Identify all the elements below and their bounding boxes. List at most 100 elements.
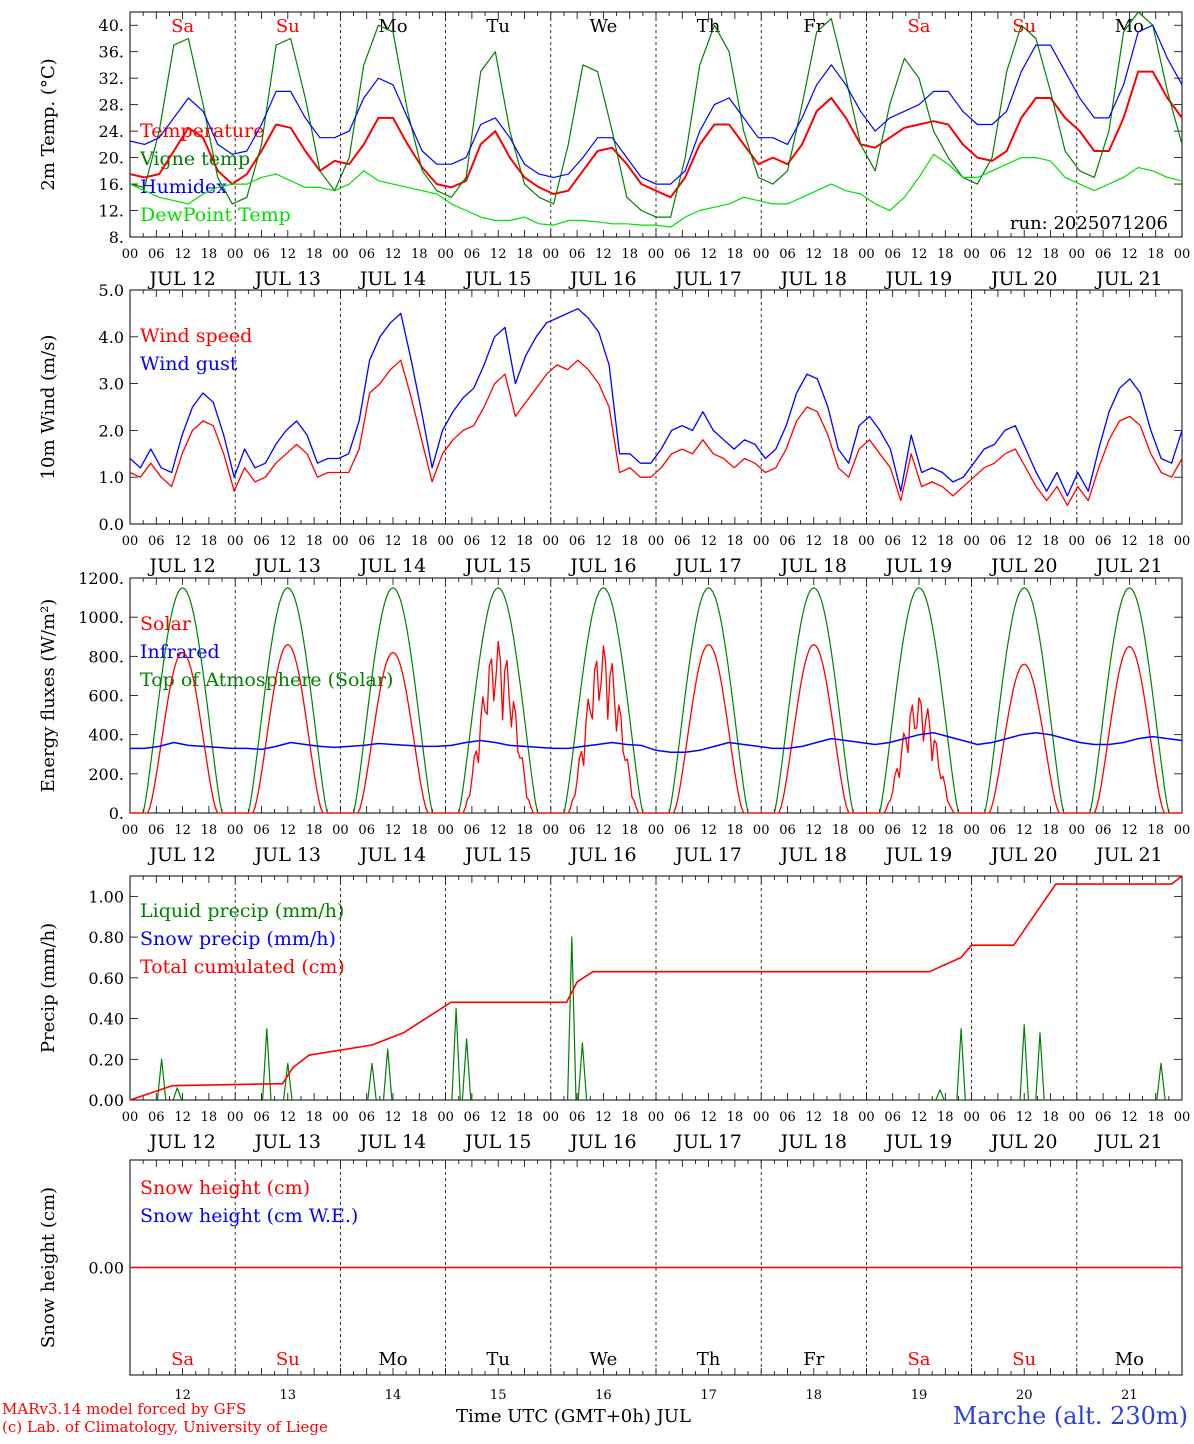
hour-label: 00 xyxy=(1174,1110,1191,1125)
hour-label: 18 xyxy=(1147,534,1164,549)
hour-label: 00 xyxy=(858,247,875,262)
date-label: JUL 16 xyxy=(568,844,636,866)
hour-label: 12 xyxy=(1121,1110,1138,1125)
hour-label: 00 xyxy=(122,823,139,838)
hour-label: 00 xyxy=(437,823,454,838)
hour-label: 00 xyxy=(227,534,244,549)
hour-label: 12 xyxy=(174,823,191,838)
y-tick-label: 20. xyxy=(99,149,124,168)
hour-label: 00 xyxy=(753,247,770,262)
station-name: Marche (alt. 230m) xyxy=(952,1402,1188,1430)
hour-label: 12 xyxy=(911,247,928,262)
hour-label: 00 xyxy=(437,534,454,549)
hour-label: 12 xyxy=(280,823,297,838)
series-line-4 xyxy=(129,153,1183,228)
legend-entry: Liquid precip (mm/h) xyxy=(140,900,344,922)
hour-label: 06 xyxy=(884,534,901,549)
hour-label: 18 xyxy=(1042,534,1059,549)
date-label: JUL 20 xyxy=(989,268,1057,290)
hour-label: 00 xyxy=(858,534,875,549)
legend-entry: Snow height (cm W.E.) xyxy=(140,1205,358,1227)
bottom-date-label: 18 xyxy=(806,1388,823,1403)
hour-label: 00 xyxy=(543,1110,560,1125)
hour-label: 18 xyxy=(832,823,849,838)
hour-label: 06 xyxy=(464,247,481,262)
hour-label: 00 xyxy=(858,823,875,838)
legend-entry: Wind speed xyxy=(140,325,252,347)
legend-entry: Snow precip (mm/h) xyxy=(140,928,336,950)
date-label: JUL 17 xyxy=(673,844,741,866)
hour-label: 06 xyxy=(990,247,1007,262)
liquid-precip-spike xyxy=(1156,1062,1166,1101)
date-label: JUL 19 xyxy=(884,268,952,290)
hour-label: 00 xyxy=(332,534,349,549)
date-label: JUL 14 xyxy=(358,1131,426,1153)
hour-label: 18 xyxy=(727,823,744,838)
hour-label: 18 xyxy=(201,823,218,838)
day-name-top: Sa xyxy=(907,16,930,37)
y-tick-label: 3.0 xyxy=(99,375,124,394)
day-name-top: Mo xyxy=(378,16,407,37)
legend-entry: Solar xyxy=(140,613,192,635)
hour-label: 00 xyxy=(227,823,244,838)
hour-label: 18 xyxy=(1147,1110,1164,1125)
hour-label: 18 xyxy=(727,534,744,549)
hour-label: 12 xyxy=(1121,823,1138,838)
y-tick-label: 36. xyxy=(99,43,124,62)
hour-label: 00 xyxy=(332,247,349,262)
hour-label: 00 xyxy=(437,1110,454,1125)
bottom-date-label: 12 xyxy=(174,1388,191,1403)
solar-line xyxy=(130,640,1182,814)
hour-label: 12 xyxy=(806,1110,823,1125)
hour-label: 12 xyxy=(1121,534,1138,549)
hour-label: 18 xyxy=(306,823,323,838)
hour-label: 12 xyxy=(806,534,823,549)
hour-label: 12 xyxy=(280,534,297,549)
date-label: JUL 18 xyxy=(779,555,847,577)
date-label: JUL 15 xyxy=(463,1131,531,1153)
liquid-precip-spike xyxy=(283,1062,293,1101)
day-name-bottom: We xyxy=(590,1349,618,1370)
legend-entry: Snow height (cm) xyxy=(140,1177,310,1199)
hour-label: 18 xyxy=(937,823,954,838)
bottom-date-label: 21 xyxy=(1121,1388,1138,1403)
hour-label: 12 xyxy=(385,247,402,262)
hour-label: 12 xyxy=(700,534,717,549)
hour-label: 18 xyxy=(937,1110,954,1125)
liquid-precip-spike xyxy=(451,1007,461,1101)
hour-label: 06 xyxy=(990,534,1007,549)
y-tick-label: 0.80 xyxy=(88,928,124,947)
liquid-precip-spike xyxy=(367,1062,377,1101)
hour-label: 06 xyxy=(1095,823,1112,838)
panel-2: 0.0 1.0 2.0 3.0 4.0 5.0 10m Wind (m/s) 00 06 12 18… xyxy=(38,281,1190,577)
credit-line-lab: (c) Lab. of Climatology, University of L… xyxy=(2,1418,328,1436)
hour-label: 06 xyxy=(779,823,796,838)
date-label: JUL 13 xyxy=(253,1131,321,1153)
hour-label: 18 xyxy=(411,823,428,838)
hour-label: 06 xyxy=(253,247,270,262)
hour-label: 00 xyxy=(1069,1110,1086,1125)
liquid-precip-spike xyxy=(262,1028,272,1101)
panel-5: 0.00 Snow height (cm) Snow height (cm) Snow… xyxy=(38,1159,1183,1376)
y-tick-label: 0.20 xyxy=(88,1050,124,1069)
hour-label: 18 xyxy=(937,534,954,549)
hour-label: 06 xyxy=(464,823,481,838)
legend-entry: Vigne temp xyxy=(139,148,250,170)
hour-label: 06 xyxy=(358,247,375,262)
hour-label: 06 xyxy=(253,534,270,549)
hour-label: 12 xyxy=(174,534,191,549)
day-name-top: Tu xyxy=(486,16,510,37)
hour-label: 00 xyxy=(648,247,665,262)
hour-label: 18 xyxy=(727,1110,744,1125)
hour-label: 12 xyxy=(490,534,507,549)
hour-label: 00 xyxy=(963,1110,980,1125)
y-tick-label: 600. xyxy=(88,687,124,706)
hour-label: 06 xyxy=(358,1110,375,1125)
hour-label: 00 xyxy=(1069,823,1086,838)
liquid-precip-spike xyxy=(577,1042,588,1101)
hour-label: 18 xyxy=(1042,247,1059,262)
date-label: JUL 13 xyxy=(253,844,321,866)
hour-label: 12 xyxy=(595,247,612,262)
date-label: JUL 15 xyxy=(463,555,531,577)
